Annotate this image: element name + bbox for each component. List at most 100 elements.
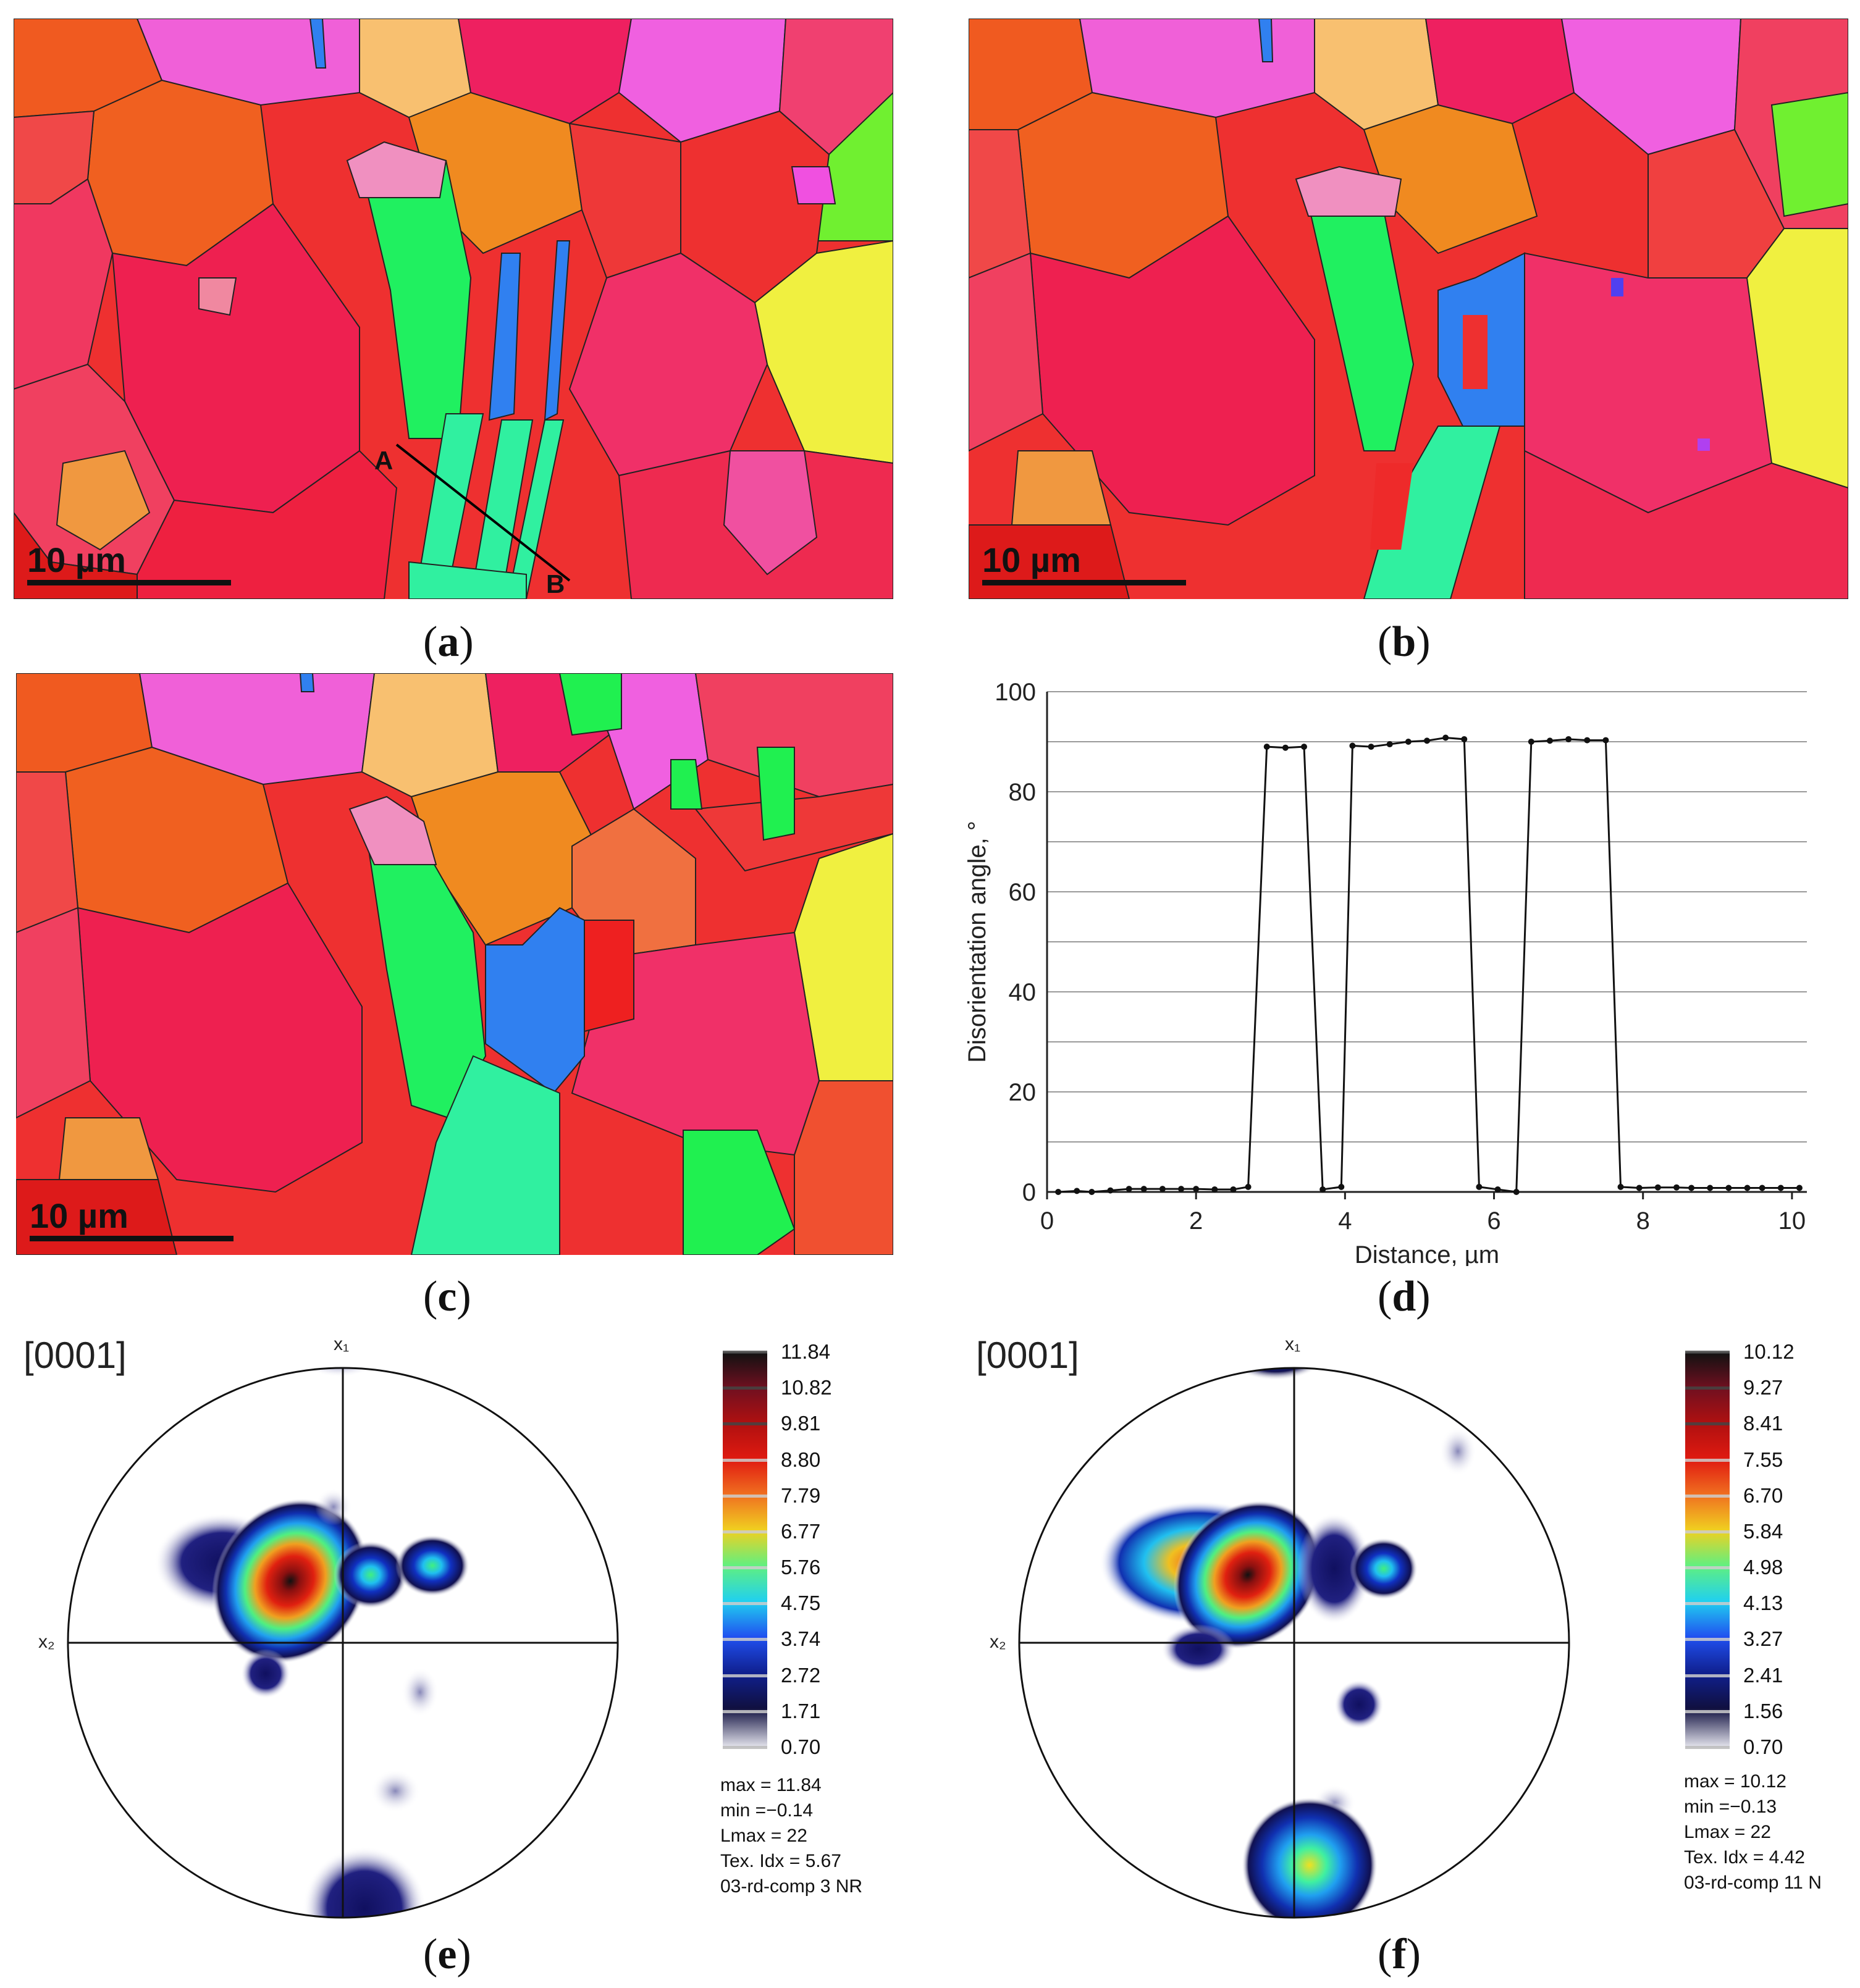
data-point [1424, 737, 1430, 744]
legend-value: 9.27 [1743, 1376, 1783, 1399]
legend-value: 2.41 [1743, 1663, 1783, 1687]
stat-line: min =−0.13 [1684, 1797, 1777, 1817]
stat-line: max = 10.12 [1684, 1771, 1786, 1792]
legend-tick [1685, 1530, 1730, 1533]
data-point [1777, 1185, 1784, 1191]
x-tick-label: 4 [1338, 1207, 1352, 1235]
data-point [1107, 1187, 1114, 1194]
scale-line-b [982, 580, 1186, 585]
x-axis-label: Distance, µm [1355, 1241, 1499, 1266]
stat-line: min =−0.14 [720, 1800, 814, 1821]
legend-value: 8.41 [1743, 1412, 1783, 1435]
legend-value: 7.55 [1743, 1448, 1783, 1471]
legend-tick [723, 1638, 767, 1642]
data-point [1211, 1186, 1218, 1193]
caption-c: (c) [423, 1273, 471, 1320]
data-point [1707, 1185, 1714, 1191]
legend-value: 5.76 [781, 1556, 821, 1579]
scale-label-a: 10 µm [27, 540, 126, 579]
pole-figure-svg-e [67, 1367, 619, 1919]
ebsd-grains-a: A B [14, 19, 893, 599]
color-legend-f: 10.12 9.27 8.41 7.55 6.70 5.84 4.98 4.13 3.27 2.4… [1685, 1340, 1858, 1772]
data-point [1368, 744, 1374, 750]
legend-tick [723, 1602, 767, 1606]
legend-value: 4.75 [781, 1592, 821, 1615]
y-tick-label: 40 [1009, 979, 1037, 1006]
data-point [1055, 1189, 1062, 1195]
axis-x2-e: x₂ [38, 1632, 55, 1652]
pole-label-f: [0001] [976, 1335, 1079, 1376]
disorientation-chart: 0 20 40 60 80 100 0 2 4 6 8 10 Distance, µm Disorient… [951, 673, 1853, 1269]
ebsd-grains-c [16, 673, 893, 1255]
legend-tick [1685, 1709, 1730, 1713]
data-point [1386, 741, 1393, 748]
legend-value: 6.77 [781, 1519, 821, 1543]
data-point [1126, 1186, 1132, 1193]
data-point [1245, 1183, 1252, 1190]
legend-value: 2.72 [781, 1663, 821, 1687]
pole-figure-f: [0001] [951, 1328, 1860, 1921]
y-tick-label: 60 [1009, 879, 1037, 906]
legend-tick [723, 1458, 767, 1462]
legend-tick [1685, 1386, 1730, 1390]
stats-e: max = 11.84 min =−0.14 Lmax = 22 Tex. Idx =… [720, 1772, 862, 1899]
x-tick-label: 10 [1778, 1207, 1806, 1235]
x-tick-label: 6 [1487, 1207, 1500, 1235]
data-point [1442, 734, 1449, 741]
data-point [1338, 1183, 1345, 1190]
data-point [1673, 1184, 1680, 1191]
data-point [1513, 1189, 1520, 1195]
legend-value: 3.27 [1743, 1627, 1783, 1651]
scale-bar-c: 10 µm [30, 1199, 234, 1241]
legend-tick [1685, 1494, 1730, 1498]
data-point [1461, 736, 1468, 742]
legend-tick [723, 1709, 767, 1713]
axis-x1-e: x₁ [334, 1334, 350, 1354]
line-label-b: B [546, 569, 565, 598]
axis-x1-f: x₁ [1285, 1334, 1301, 1354]
legend-value: 11.84 [781, 1340, 831, 1363]
data-point [1584, 737, 1591, 744]
data-point [1725, 1185, 1732, 1191]
legend-tick [723, 1674, 767, 1677]
data-point [1654, 1184, 1661, 1191]
stat-line: max = 11.84 [720, 1775, 822, 1795]
stat-line: 03-rd-comp 11 N [1684, 1873, 1822, 1893]
legend-tick [723, 1746, 767, 1749]
x-tick-label: 0 [1040, 1207, 1054, 1235]
legend-tick [1685, 1602, 1730, 1606]
data-point [1159, 1186, 1166, 1193]
legend-value: 1.71 [781, 1699, 821, 1722]
legend-tick [1685, 1746, 1730, 1749]
legend-tick [723, 1530, 767, 1533]
data-point [1088, 1189, 1095, 1195]
stat-line: Tex. Idx = 4.42 [1684, 1847, 1805, 1868]
legend-tick [1685, 1566, 1730, 1570]
data-point [1602, 737, 1609, 744]
stat-line: Lmax = 22 [1684, 1822, 1771, 1842]
data-point [1636, 1185, 1643, 1191]
legend-tick [723, 1422, 767, 1426]
scale-bar-a: 10 µm [27, 543, 231, 585]
data-point [1546, 737, 1553, 744]
y-tick-label: 0 [1022, 1179, 1036, 1206]
legend-value: 0.70 [1743, 1735, 1783, 1758]
stat-line: Tex. Idx = 5.67 [720, 1851, 841, 1871]
scale-label-b: 10 µm [982, 540, 1081, 579]
data-point [1301, 744, 1308, 750]
pole-figure-e: [0001] [0, 1328, 930, 1921]
stat-line: Lmax = 22 [720, 1826, 807, 1846]
ebsd-map-a: A B 10 µm [14, 19, 893, 599]
legend-value: 3.74 [781, 1627, 821, 1651]
data-point [1405, 739, 1412, 745]
color-legend-e: 11.84 10.82 9.81 8.80 7.79 6.77 5.76 4.75 3.74 2.… [723, 1340, 927, 1779]
y-axis-label: Disorientation angle, ° [964, 821, 991, 1063]
legend-value: 6.70 [1743, 1483, 1783, 1507]
data-point [1349, 742, 1356, 749]
legend-value: 4.13 [1743, 1592, 1783, 1615]
line-label-a: A [374, 446, 393, 475]
legend-value: 4.98 [1743, 1556, 1783, 1579]
x-tick-label: 2 [1189, 1207, 1203, 1235]
legend-value: 5.84 [1743, 1519, 1783, 1543]
legend-bar [723, 1353, 767, 1748]
